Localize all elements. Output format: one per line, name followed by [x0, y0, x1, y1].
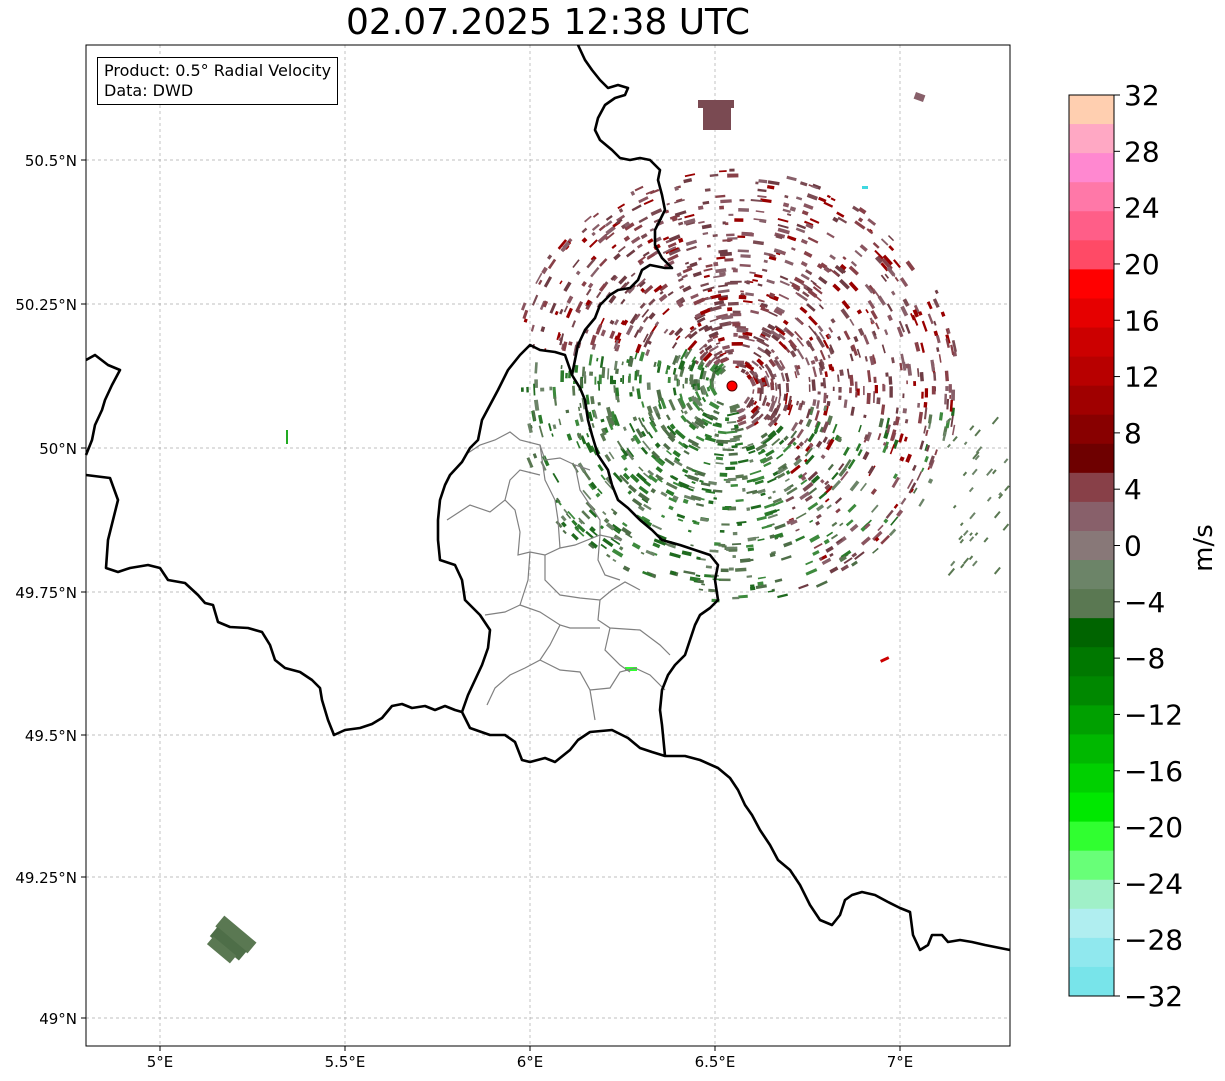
lat-tick-label: 50°N — [39, 440, 77, 458]
colorbar-segment — [1069, 443, 1114, 474]
colorbar-segment — [1069, 676, 1114, 706]
lon-tick-label: 5°E — [147, 1053, 174, 1071]
colorbar-label: m/s — [1189, 524, 1219, 572]
radar-site-marker — [726, 380, 738, 392]
lat-tick-label: 49.75°N — [15, 584, 77, 602]
national-borders — [84, 44, 1011, 952]
colorbar-segment — [1069, 124, 1114, 154]
colorbar-tick-label: −4 — [1124, 586, 1165, 619]
colorbar-tick-label: 8 — [1124, 417, 1142, 450]
colorbar-tick-label: −8 — [1124, 642, 1165, 675]
colorbar-segment — [1069, 792, 1114, 823]
colorbar-segment — [1069, 530, 1114, 561]
colorbar-tick-label: 20 — [1124, 248, 1160, 281]
colorbar-segment — [1069, 850, 1114, 881]
colorbar-segment — [1069, 153, 1114, 183]
colorbar-segment — [1069, 589, 1114, 619]
colorbar: 32 28 24 20 16 12 8 4 0 −4 −8 −12 −16 −20 −24 −28 −32 — [1068, 79, 1183, 1013]
lon-tick-label: 7°E — [887, 1053, 914, 1071]
lon-tick-label: 6.5°E — [695, 1053, 736, 1071]
colorbar-segment — [1069, 356, 1114, 387]
lat-tick-label: 50.5°N — [25, 152, 77, 170]
colorbar-segment — [1069, 472, 1114, 503]
colorbar-tick-label: −24 — [1124, 867, 1183, 900]
colorbar-tick-label: −12 — [1124, 698, 1183, 731]
colorbar-segment — [1069, 269, 1114, 299]
colorbar-segment — [1069, 647, 1114, 677]
colorbar-segment — [1069, 560, 1114, 590]
district-boundaries — [446, 431, 671, 721]
lon-tick-label: 6°E — [517, 1053, 544, 1071]
colorbar-segment — [1069, 937, 1114, 968]
colorbar-segment — [1069, 211, 1114, 241]
longitude-axis: 5°E 5.5°E 6°E 6.5°E 7°E — [147, 1046, 914, 1071]
colorbar-segment — [1069, 414, 1114, 445]
colorbar-tick-label: 0 — [1124, 530, 1142, 563]
colorbar-segment — [1069, 705, 1114, 735]
lat-tick-label: 49.5°N — [25, 727, 77, 745]
colorbar-segment — [1069, 734, 1114, 764]
colorbar-tick-label: 24 — [1124, 192, 1160, 225]
colorbar-segment — [1069, 908, 1114, 939]
colorbar-tick-label: −32 — [1124, 980, 1183, 1013]
colorbar-segment — [1069, 240, 1114, 270]
colorbar-segment — [1069, 501, 1114, 532]
colorbar-segment — [1069, 618, 1114, 648]
map-title: 02.07.2025 12:38 UTC — [345, 2, 751, 43]
colorbar-segment — [1069, 966, 1114, 997]
colorbar-segment — [1069, 95, 1114, 125]
lat-tick-label: 49°N — [39, 1010, 77, 1028]
colorbar-tick-label: 32 — [1124, 79, 1160, 112]
colorbar-segment — [1069, 385, 1114, 416]
latitude-axis: 50.5°N 50.25°N 50°N 49.75°N 49.5°N 49.25°N 49°… — [15, 152, 86, 1028]
colorbar-segment — [1069, 821, 1114, 852]
product-name: Product: 0.5° Radial Velocity — [104, 61, 332, 80]
colorbar-tick-label: −20 — [1124, 811, 1183, 844]
colorbar-segment — [1069, 879, 1114, 910]
lon-tick-label: 5.5°E — [325, 1053, 366, 1071]
colorbar-tick-label: −28 — [1124, 924, 1183, 957]
data-source: Data: DWD — [104, 81, 194, 100]
colorbar-tick-label: −16 — [1124, 755, 1183, 788]
lat-tick-label: 50.25°N — [15, 296, 77, 314]
colorbar-tick-label: 28 — [1124, 135, 1160, 168]
lat-tick-label: 49.25°N — [15, 869, 77, 887]
colorbar-segment — [1069, 327, 1114, 358]
colorbar-segment — [1069, 182, 1114, 212]
colorbar-segment — [1069, 298, 1114, 329]
product-legend: Product: 0.5° Radial Velocity Data: DWD — [97, 57, 339, 105]
colorbar-tick-label: 4 — [1124, 473, 1142, 506]
radar-echoes — [206, 92, 1010, 964]
colorbar-tick-label: 16 — [1124, 304, 1160, 337]
colorbar-tick-label: 12 — [1124, 361, 1160, 394]
colorbar-segment — [1069, 763, 1114, 794]
